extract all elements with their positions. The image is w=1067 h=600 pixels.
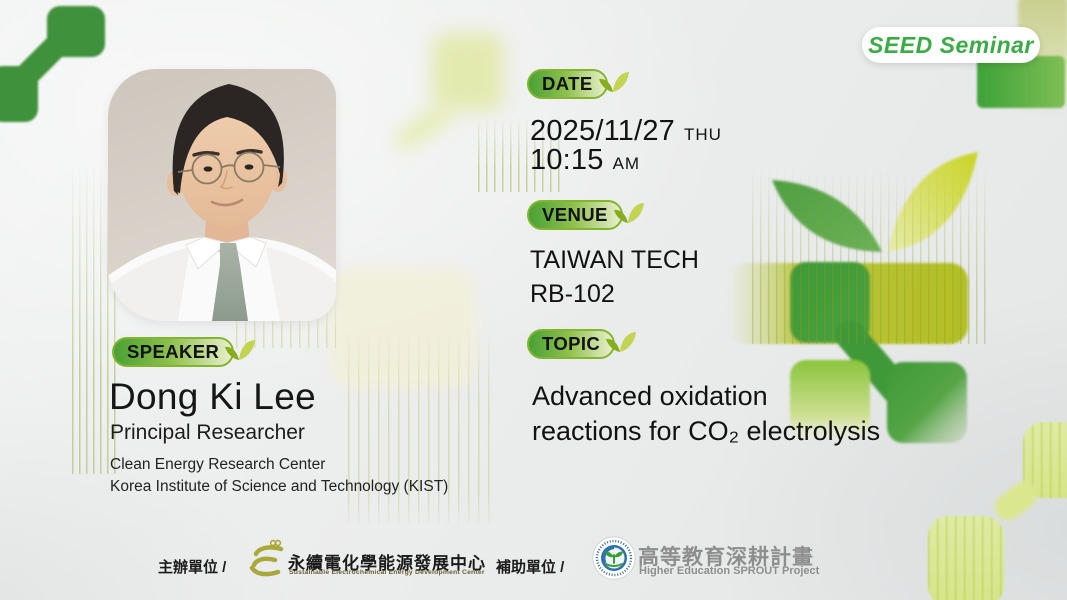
sprout-icon <box>606 332 637 352</box>
deco-plant-cluster-shape <box>728 152 978 443</box>
seed-seminar-badge: SEED Seminar <box>862 27 1040 63</box>
topic-tag-label: TOPIC <box>527 329 616 359</box>
speaker-affiliation-1: Clean Energy Research Center <box>110 456 326 473</box>
speaker-title: Principal Researcher <box>110 421 305 444</box>
deco-blur-square-top <box>432 33 504 111</box>
venue-tag: VENUE <box>527 200 644 230</box>
time-value: 10:15 AM <box>530 144 640 177</box>
deco-chain-bottom-right-lower <box>928 516 1004 600</box>
venue-room: RB-102 <box>530 280 615 308</box>
organizer-name-zh: 永續電化學能源發展中心 <box>288 554 486 573</box>
deco-chain-top-left-shape <box>0 6 105 122</box>
organizer-label: 主辦單位 / <box>158 559 227 576</box>
deco-cream-square-behind-photo <box>330 268 475 388</box>
speaker-tag: SPEAKER <box>112 337 256 367</box>
speaker-affiliation-2: Korea Institute of Science and Technolog… <box>110 478 449 495</box>
date-tag: DATE <box>527 69 629 99</box>
speaker-photo <box>108 69 336 321</box>
date-text: 2025/11/27 <box>530 115 675 147</box>
date-tag-label: DATE <box>527 69 608 99</box>
sponsor-name-en: Higher Education SPROUT Project <box>639 565 820 577</box>
topic-line-2: reactions for CO₂ electrolysis <box>532 416 881 446</box>
deco-green-square-behind-badge <box>977 56 1065 108</box>
sponsor-name-zh: 高等教育深耕計畫 <box>638 546 814 569</box>
organizer-name-en: Sustainable Electrochemical Energy Devel… <box>289 569 485 576</box>
sprout-icon <box>225 340 256 360</box>
speaker-portrait-illustration <box>108 69 336 321</box>
venue-tag-label: VENUE <box>527 200 623 230</box>
seed-seminar-badge-label: SEED Seminar <box>868 31 1034 58</box>
ministry-of-education-logo <box>592 536 636 580</box>
organizer-logo <box>249 539 284 577</box>
sponsor-label: 補助單位 / <box>496 559 565 576</box>
sprout-icon <box>613 203 644 223</box>
speaker-name: Dong Ki Lee <box>109 376 316 417</box>
topic-line-1: Advanced oxidation <box>532 381 768 411</box>
time-meridiem: AM <box>612 154 641 173</box>
time-text: 10:15 <box>530 144 604 176</box>
venue-location: TAIWAN TECH <box>530 246 699 274</box>
deco-blur-stem-top <box>391 99 457 155</box>
speaker-tag-label: SPEAKER <box>112 337 235 367</box>
date-day: THU <box>684 125 722 144</box>
topic-tag: TOPIC <box>527 329 637 359</box>
sprout-icon <box>598 72 629 92</box>
